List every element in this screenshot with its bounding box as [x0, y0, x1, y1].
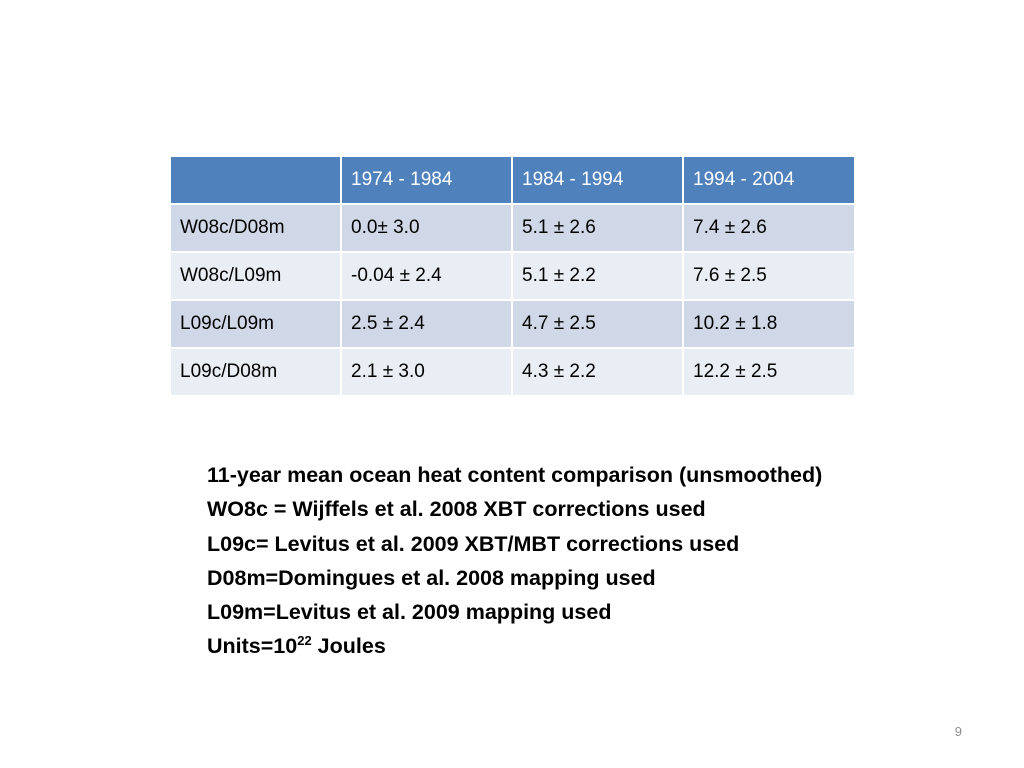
ocean-heat-content-table: 1974 - 1984 1984 - 1994 1994 - 2004 W08c… — [171, 157, 854, 395]
table-cell: 0.0± 3.0 — [340, 203, 512, 252]
table-header-cell-period-2: 1984 - 1994 — [511, 157, 683, 205]
table-cell: 10.2 ± 1.8 — [682, 299, 854, 348]
table-row: W08c/L09m -0.04 ± 2.4 5.1 ± 2.2 7.6 ± 2.… — [171, 251, 854, 300]
table-header-cell-period-1: 1974 - 1984 — [340, 157, 512, 205]
caption-legend-line: L09m=Levitus et al. 2009 mapping used — [207, 600, 612, 625]
row-label-cell: L09c/D08m — [171, 347, 341, 395]
table-cell: 2.5 ± 2.4 — [340, 299, 512, 348]
table-header-cell-corner — [171, 157, 341, 205]
table-cell: 4.3 ± 2.2 — [511, 347, 683, 395]
table-row: W08c/D08m 0.0± 3.0 5.1 ± 2.6 7.4 ± 2.6 — [171, 203, 854, 252]
table-cell: -0.04 ± 2.4 — [340, 251, 512, 300]
units-exponent: 22 — [297, 633, 312, 649]
table-cell: 5.1 ± 2.2 — [511, 251, 683, 300]
table-cell: 5.1 ± 2.6 — [511, 203, 683, 252]
units-suffix: Joules — [311, 634, 386, 659]
table-header-cell-period-3: 1994 - 2004 — [682, 157, 854, 205]
caption-legend-line: D08m=Domingues et al. 2008 mapping used — [207, 565, 656, 590]
row-label-cell: W08c/D08m — [171, 203, 341, 252]
table-cell: 7.4 ± 2.6 — [682, 203, 854, 252]
table-row: L09c/L09m 2.5 ± 2.4 4.7 ± 2.5 10.2 ± 1.8 — [171, 299, 854, 348]
table-cell: 7.6 ± 2.5 — [682, 251, 854, 300]
table-header-row: 1974 - 1984 1984 - 1994 1994 - 2004 — [171, 157, 854, 205]
caption-legend-line: L09c= Levitus et al. 2009 XBT/MBT correc… — [207, 531, 740, 556]
table-row: L09c/D08m 2.1 ± 3.0 4.3 ± 2.2 12.2 ± 2.5 — [171, 347, 854, 395]
row-label-cell: W08c/L09m — [171, 251, 341, 300]
units-prefix: Units=10 — [207, 634, 298, 659]
caption-title-line: 11-year mean ocean heat content comparis… — [207, 463, 823, 487]
table-cell: 12.2 ± 2.5 — [682, 347, 854, 395]
row-label-cell: L09c/L09m — [171, 299, 341, 348]
table-cell: 2.1 ± 3.0 — [340, 347, 512, 395]
caption-text-block: 11-year mean ocean heat content comparis… — [207, 458, 822, 664]
caption-legend-line: WO8c = Wijffels et al. 2008 XBT correcti… — [207, 497, 706, 522]
page-number: 9 — [954, 724, 962, 739]
caption-units-line: Units=1022 Joules — [207, 629, 822, 663]
table-cell: 4.7 ± 2.5 — [511, 299, 683, 348]
